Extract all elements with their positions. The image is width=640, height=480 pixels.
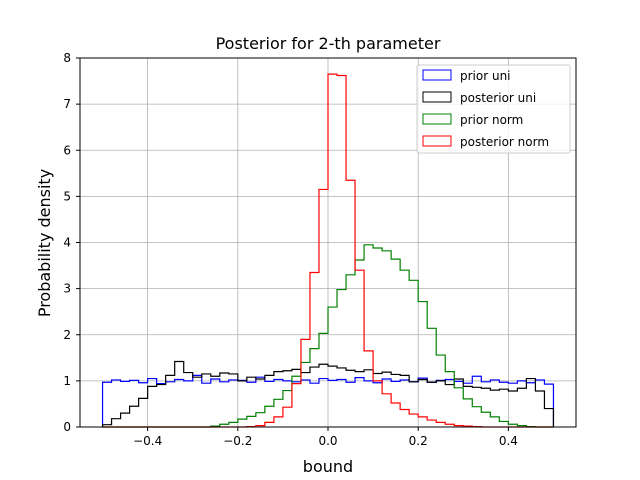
y-axis: 0 1 2 3 4 5 6 7 8: [63, 51, 80, 434]
x-tick-label: 0.2: [409, 434, 428, 448]
chart-title: Posterior for 2-th parameter: [216, 34, 441, 53]
x-axis-title: bound: [303, 457, 353, 476]
legend-label-posterior-uni: posterior uni: [460, 91, 536, 105]
y-tick-label: 8: [63, 51, 71, 65]
legend-swatch-posterior-norm: [422, 135, 452, 147]
x-tick-label: −0.2: [223, 434, 252, 448]
y-tick-label: 5: [63, 189, 71, 203]
legend-swatch-posterior-uni: [422, 91, 452, 103]
x-tick-label: 0.4: [499, 434, 518, 448]
legend-label-prior-norm: prior norm: [460, 113, 523, 127]
x-tick-label: 0.0: [318, 434, 337, 448]
legend-swatch-prior-uni: [422, 69, 452, 81]
legend-swatch-prior-norm: [422, 113, 452, 125]
y-tick-label: 6: [63, 143, 71, 157]
series-prior-uni: [101, 374, 555, 427]
y-tick-label: 3: [63, 282, 71, 296]
y-tick-label: 0: [63, 420, 71, 434]
y-tick-label: 2: [63, 328, 71, 342]
y-tick-label: 4: [63, 236, 71, 250]
legend: prior uni posterior uni prior norm poste…: [416, 64, 571, 154]
y-axis-title: Probability density: [35, 169, 54, 317]
y-tick-label: 1: [63, 374, 71, 388]
legend-box: [416, 64, 571, 154]
legend-label-prior-uni: prior uni: [460, 69, 511, 83]
legend-label-posterior-norm: posterior norm: [460, 135, 549, 149]
series-prior-norm: [102, 244, 554, 428]
series-posterior-uni: [101, 360, 555, 427]
y-tick-label: 7: [63, 97, 71, 111]
x-tick-label: −0.4: [133, 434, 162, 448]
x-axis: −0.4 −0.2 0.0 0.2 0.4: [133, 427, 518, 448]
